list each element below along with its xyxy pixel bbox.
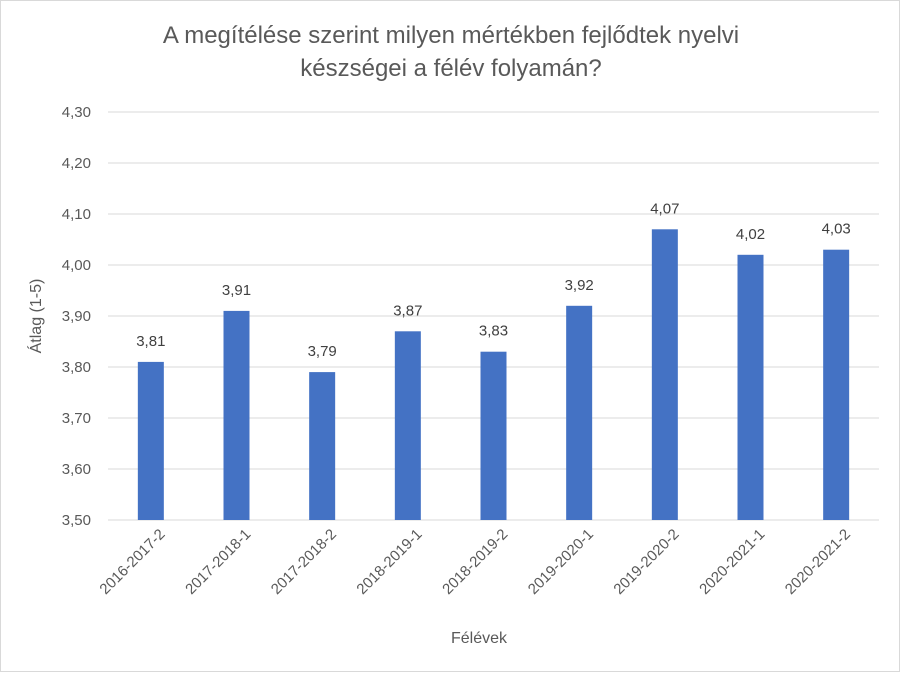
bar [823,249,850,520]
data-labels: 3,81 3,91 3,79 3,87 3,83 3,92 4,07 4,02 4,03 [136,200,851,360]
bar [480,351,507,520]
data-label: 4,02 [736,226,765,243]
y-tick-label: 4,20 [62,155,91,172]
bar [137,361,164,520]
x-tick-label: 2020-2021-1 [696,526,768,598]
y-tick-label: 4,10 [62,206,91,223]
bar [737,254,764,521]
x-tick-label: 2018-2019-1 [353,526,425,598]
bar [566,305,593,520]
x-tick-label: 2020-2021-2 [782,526,854,598]
y-tick-label: 3,70 [62,410,91,427]
y-tick-label: 3,90 [62,308,91,325]
y-axis-title: Átlag (1-5) [26,279,45,354]
y-axis-tick-labels: 3,50 3,60 3,70 3,80 3,90 4,00 4,10 4,20 4,30 [62,104,91,529]
x-tick-label: 2017-2018-1 [182,526,254,598]
data-label: 3,79 [308,343,337,360]
x-tick-label: 2016-2017-2 [96,526,168,598]
data-label: 3,91 [222,282,251,299]
x-axis-tick-labels: 2016-2017-2 2017-2018-1 2017-2018-2 2018-20… [96,526,854,598]
chart-title-line-1: A megítélése szerint milyen mértékben fe… [162,22,740,49]
x-axis-title: Félévek [451,630,508,647]
data-label: 3,92 [565,277,594,294]
x-tick-label: 2018-2019-2 [439,526,511,598]
bar [223,310,250,520]
x-tick-label: 2019-2020-2 [610,526,682,598]
chart-title: A megítélése szerint milyen mértékben fe… [1,19,900,85]
bars [137,229,850,521]
bar [651,229,678,521]
y-tick-label: 4,00 [62,257,91,274]
x-tick-label: 2019-2020-1 [525,526,597,598]
data-label: 4,03 [822,221,851,238]
y-tick-label: 3,80 [62,359,91,376]
data-label: 3,83 [479,323,508,340]
x-tick-label: 2017-2018-2 [268,526,340,598]
y-tick-label: 3,60 [62,461,91,478]
y-tick-label: 4,30 [62,104,91,121]
bar [394,331,421,520]
data-label: 3,87 [393,302,422,319]
data-label: 3,81 [136,333,165,350]
data-label: 4,07 [650,200,679,217]
y-tick-label: 3,50 [62,512,91,529]
bar [309,372,336,520]
chart-title-line-2: készségei a félév folyamán? [300,55,602,82]
